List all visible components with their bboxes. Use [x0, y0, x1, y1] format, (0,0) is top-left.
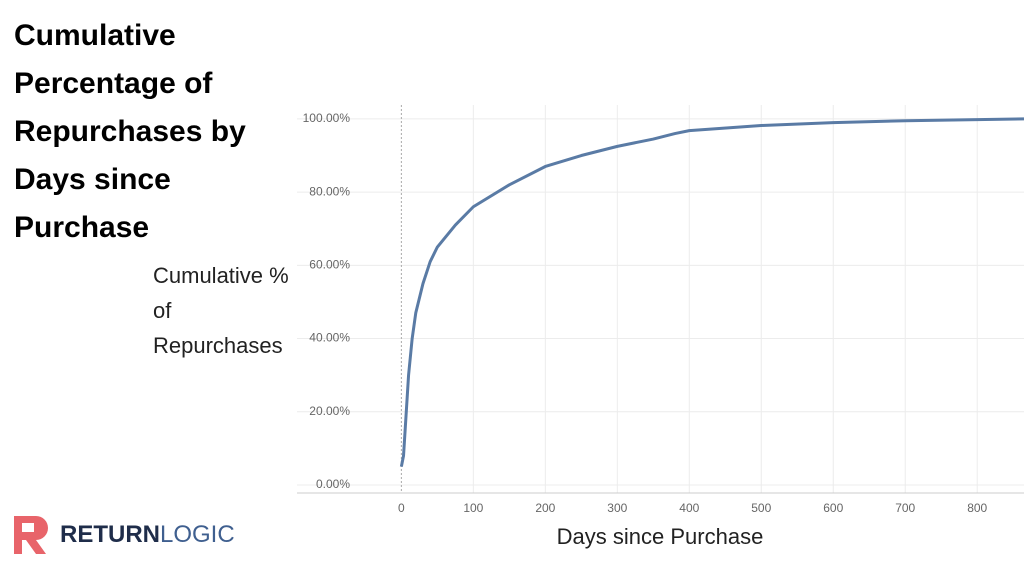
x-tick-label: 100: [463, 501, 483, 515]
y-tick-label: 20.00%: [309, 404, 350, 418]
x-tick-label: 500: [751, 501, 771, 515]
x-tick-label: 200: [535, 501, 555, 515]
x-tick-label: 400: [679, 501, 699, 515]
logo-text: RETURNLOGIC: [60, 521, 235, 548]
x-tick-label: 300: [607, 501, 627, 515]
chart-title: Cumulative Percentage of Repurchases by …: [14, 19, 246, 244]
line: [399, 117, 1024, 467]
x-tick-label: 0: [398, 501, 405, 515]
logo-text-2: LOGIC: [160, 521, 235, 548]
y-axis-label: Cumulative % of Repurchases: [153, 263, 289, 358]
logo-icon: [14, 516, 48, 554]
x-axis-label: Days since Purchase: [557, 524, 764, 549]
y-tick-label: 60.00%: [309, 257, 350, 271]
x-tick-label: 700: [895, 501, 915, 515]
y-tick-label: 40.00%: [309, 331, 350, 345]
x-tick-label: 800: [967, 501, 987, 515]
y-tick-label: 100.00%: [303, 111, 351, 125]
logo-text-1: RETURN: [60, 521, 160, 548]
y-tick-label: 0.00%: [316, 477, 350, 491]
x-tick-label: 600: [823, 501, 843, 515]
y-tick-label: 80.00%: [309, 184, 350, 198]
